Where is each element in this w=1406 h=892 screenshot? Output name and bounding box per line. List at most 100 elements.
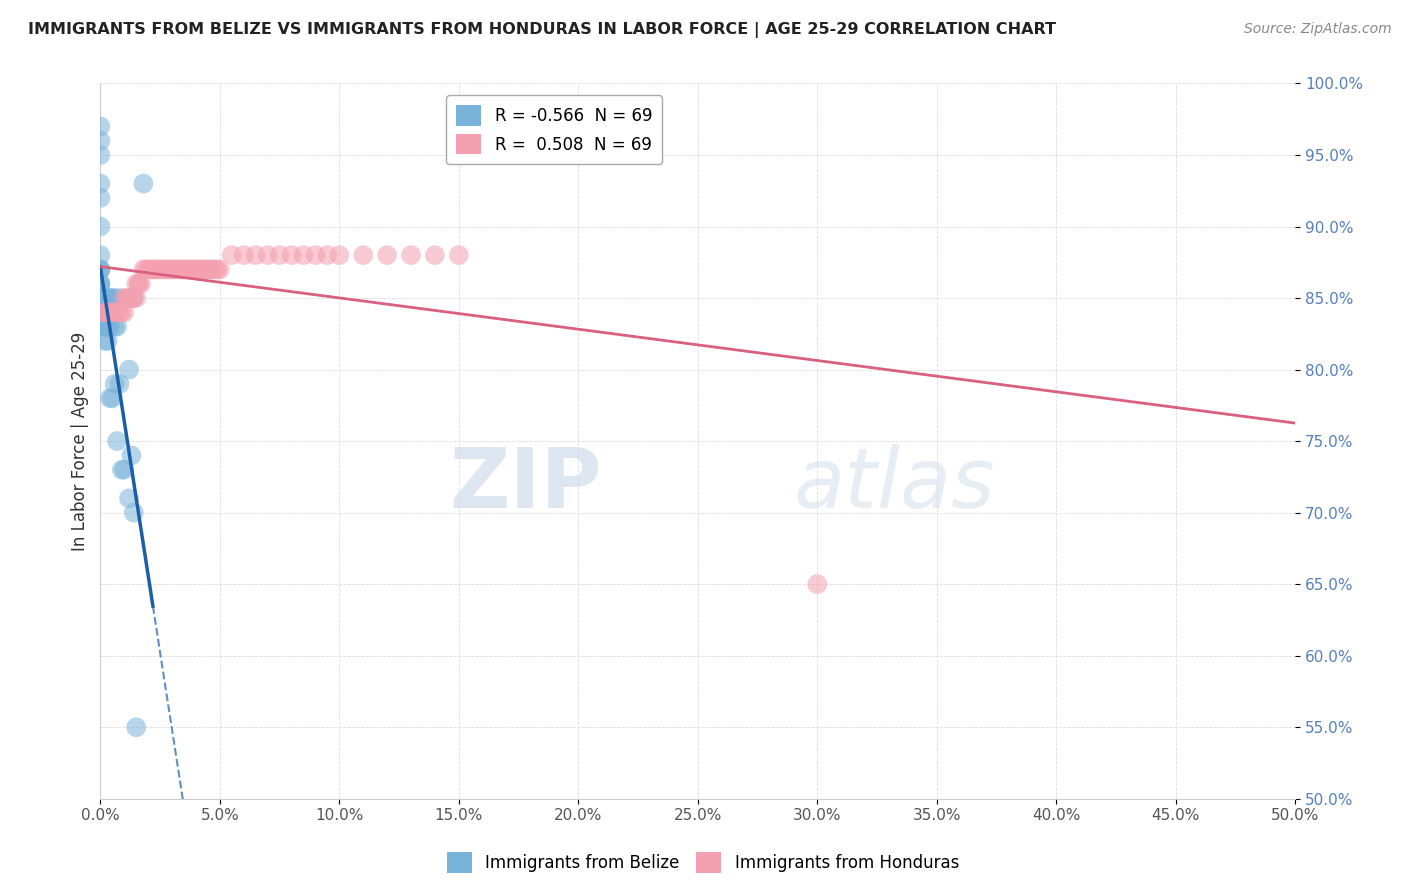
Point: [129, 277, 152, 291]
Point: [125, 277, 148, 291]
Point: [89, 134, 111, 148]
Point: [94, 319, 117, 334]
Point: [256, 248, 278, 262]
Point: [89, 262, 111, 277]
Point: [89, 262, 111, 277]
Point: [118, 362, 141, 376]
Point: [105, 434, 128, 449]
Point: [806, 577, 828, 591]
Point: [94, 319, 117, 334]
Point: [94, 291, 117, 305]
Point: [94, 305, 117, 319]
Text: IMMIGRANTS FROM BELIZE VS IMMIGRANTS FROM HONDURAS IN LABOR FORCE | AGE 25-29 CO: IMMIGRANTS FROM BELIZE VS IMMIGRANTS FRO…: [28, 22, 1056, 38]
Point: [96, 334, 118, 348]
Point: [112, 463, 135, 477]
Point: [91, 305, 114, 319]
Point: [122, 506, 145, 520]
Point: [98, 319, 121, 334]
Point: [96, 305, 118, 319]
Point: [187, 262, 209, 277]
Point: [190, 262, 212, 277]
Text: ZIP: ZIP: [450, 443, 602, 524]
Point: [208, 262, 231, 277]
Point: [101, 391, 124, 405]
Point: [122, 291, 145, 305]
Point: [98, 305, 121, 319]
Point: [156, 262, 179, 277]
Point: [328, 248, 350, 262]
Point: [104, 305, 127, 319]
Point: [304, 248, 326, 262]
Point: [128, 277, 150, 291]
Point: [108, 376, 131, 391]
Point: [91, 291, 114, 305]
Point: [105, 319, 128, 334]
Point: [98, 391, 121, 405]
Point: [91, 305, 114, 319]
Point: [91, 305, 114, 319]
Point: [98, 305, 121, 319]
Point: [120, 291, 142, 305]
Point: [245, 248, 267, 262]
Point: [101, 305, 124, 319]
Point: [125, 291, 148, 305]
Point: [89, 277, 111, 291]
Point: [89, 277, 111, 291]
Point: [183, 262, 205, 277]
Point: [101, 305, 124, 319]
Legend: R = -0.566  N = 69, R =  0.508  N = 69: R = -0.566 N = 69, R = 0.508 N = 69: [447, 95, 662, 164]
Point: [136, 262, 159, 277]
Point: [89, 248, 111, 262]
Point: [108, 291, 131, 305]
Point: [111, 305, 134, 319]
Text: Source: ZipAtlas.com: Source: ZipAtlas.com: [1244, 22, 1392, 37]
Point: [91, 291, 114, 305]
Point: [89, 219, 111, 234]
Point: [207, 262, 229, 277]
Point: [89, 277, 111, 291]
Point: [91, 305, 114, 319]
Point: [104, 376, 127, 391]
Point: [142, 262, 165, 277]
Point: [423, 248, 446, 262]
Point: [194, 262, 217, 277]
Point: [221, 248, 243, 262]
Point: [89, 120, 111, 134]
Point: [118, 491, 141, 506]
Point: [191, 262, 214, 277]
Point: [135, 262, 157, 277]
Point: [98, 291, 121, 305]
Point: [204, 262, 226, 277]
Point: [167, 262, 190, 277]
Point: [115, 291, 138, 305]
Point: [89, 291, 111, 305]
Point: [89, 177, 111, 191]
Point: [180, 262, 202, 277]
Point: [146, 262, 169, 277]
Point: [139, 262, 162, 277]
Point: [159, 262, 181, 277]
Point: [316, 248, 339, 262]
Point: [101, 291, 124, 305]
Point: [176, 262, 198, 277]
Point: [280, 248, 302, 262]
Point: [96, 319, 118, 334]
Point: [142, 835, 165, 849]
Point: [112, 291, 135, 305]
Point: [112, 305, 135, 319]
Point: [89, 291, 111, 305]
Point: [91, 291, 114, 305]
Point: [118, 291, 141, 305]
Point: [94, 305, 117, 319]
Point: [108, 305, 131, 319]
Point: [89, 291, 111, 305]
Point: [173, 262, 195, 277]
Point: [153, 262, 176, 277]
Point: [269, 248, 291, 262]
Point: [160, 262, 183, 277]
Point: [128, 277, 150, 291]
Point: [149, 262, 172, 277]
Point: [132, 177, 155, 191]
Point: [166, 262, 188, 277]
Point: [104, 319, 127, 334]
